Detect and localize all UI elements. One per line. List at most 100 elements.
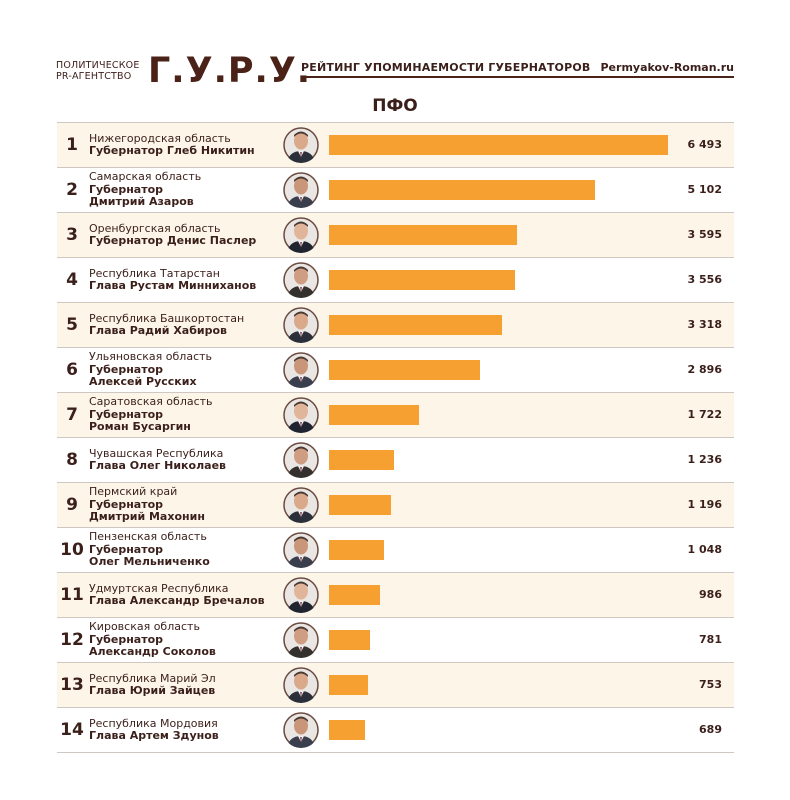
region-name: Республика Марий Эл — [89, 671, 216, 685]
portrait-icon — [283, 127, 319, 163]
governor-label: Нижегородская область Губернатор Глеб Ник… — [89, 123, 279, 167]
value-bar — [329, 360, 480, 380]
value-bar — [329, 585, 380, 605]
portrait-icon — [283, 712, 319, 748]
avatar — [283, 532, 319, 568]
region-name: Самарская область — [89, 170, 202, 184]
rank-number: 7 — [66, 405, 78, 425]
value-label: 781 — [699, 633, 722, 646]
rank-number: 13 — [60, 675, 84, 695]
header-divider — [301, 76, 734, 78]
value-label: 3 318 — [687, 318, 722, 331]
portrait-icon — [283, 262, 319, 298]
agency-line-1: ПОЛИТИЧЕСКОЕ — [56, 60, 140, 71]
governor-label: Пензенская область Губернатор Олег Мельнич… — [89, 528, 279, 572]
avatar — [283, 352, 319, 388]
avatar — [283, 577, 319, 613]
rank-number: 8 — [66, 450, 78, 470]
region-name: Республика Башкортостан — [89, 311, 245, 325]
avatar — [283, 712, 319, 748]
avatar — [283, 262, 319, 298]
governor-name: Губернатор Глеб Никитин — [89, 144, 255, 157]
avatar — [283, 172, 319, 208]
table-row: 14 Республика Мордовия Глава Артем Здунов 6… — [57, 708, 734, 753]
table-row: 5 Республика Башкортостан Глава Радий Хаби… — [57, 303, 734, 348]
region-name: Ульяновская область — [89, 350, 213, 364]
rank-number: 14 — [60, 720, 84, 740]
governor-name: Глава Радий Хабиров — [89, 324, 227, 337]
table-row: 13 Республика Марий Эл Глава Юрий Зайцев 75… — [57, 663, 734, 708]
portrait-icon — [283, 307, 319, 343]
governor-label: Чувашская Республика Глава Олег Николаев — [89, 438, 279, 482]
rank-number: 6 — [66, 360, 78, 380]
table-row: 7 Саратовская область Губернатор Роман Буса… — [57, 393, 734, 438]
governor-name: Глава Рустам Минниханов — [89, 279, 257, 292]
value-bar — [329, 225, 517, 245]
value-label: 6 493 — [687, 138, 722, 151]
value-label: 1 236 — [687, 453, 722, 466]
rank-number: 5 — [66, 315, 78, 335]
site-link[interactable]: Permyakov-Roman.ru — [600, 61, 735, 74]
governor-label: Республика Мордовия Глава Артем Здунов — [89, 708, 279, 752]
governor-name: Губернатор — [89, 362, 164, 376]
governor-label: Республика Татарстан Глава Рустам Минниха… — [89, 258, 279, 302]
table-row: 6 Ульяновская область Губернатор Алексей Ру… — [57, 348, 734, 393]
table-row: 10 Пензенская область Губернатор Олег Мельн… — [57, 528, 734, 573]
value-bar — [329, 540, 384, 560]
table-row: 8 Чувашская Республика Глава Олег Николаев… — [57, 438, 734, 483]
governor-name: Губернатор — [89, 542, 164, 556]
governor-label: Самарская область Губернатор Дмитрий Азаро… — [89, 168, 279, 212]
value-label: 986 — [699, 588, 722, 601]
avatar — [283, 442, 319, 478]
avatar — [283, 487, 319, 523]
governor-name: Алексей Русских — [89, 375, 197, 389]
governor-name: Губернатор — [89, 407, 164, 421]
governor-name: Губернатор — [89, 497, 164, 511]
chart-title: ПФО — [372, 96, 418, 116]
rating-title: РЕЙТИНГ УПОМИНАЕМОСТИ ГУБЕРНАТОРОВ — [301, 61, 591, 74]
portrait-icon — [283, 487, 319, 523]
governor-name: Губернатор — [89, 182, 164, 196]
governor-label: Республика Башкортостан Глава Радий Хабир… — [89, 303, 279, 347]
value-label: 3 595 — [687, 228, 722, 241]
governor-name: Глава Олег Николаев — [89, 459, 226, 472]
region-name: Нижегородская область — [89, 131, 231, 145]
governor-label: Республика Марий Эл Глава Юрий Зайцев — [89, 663, 279, 707]
table-row: 12 Кировская область Губернатор Александр С… — [57, 618, 734, 663]
portrait-icon — [283, 442, 319, 478]
rank-number: 12 — [60, 630, 84, 650]
portrait-icon — [283, 532, 319, 568]
value-bar — [329, 630, 370, 650]
table-row: 3 Оренбургская область Губернатор Денис Па… — [57, 213, 734, 258]
table-row: 2 Самарская область Губернатор Дмитрий Азар… — [57, 168, 734, 213]
avatar — [283, 307, 319, 343]
governor-name: Губернатор — [89, 632, 164, 646]
ranking-table: 1 Нижегородская область Губернатор Глеб Ни… — [57, 122, 734, 753]
value-label: 753 — [699, 678, 722, 691]
governor-label: Ульяновская область Губернатор Алексей Рус… — [89, 348, 279, 392]
avatar — [283, 397, 319, 433]
value-bar — [329, 180, 595, 200]
region-name: Удмуртская Республика — [89, 581, 229, 595]
governor-name: Роман Бусаргин — [89, 420, 191, 434]
table-row: 4 Республика Татарстан Глава Рустам Минних… — [57, 258, 734, 303]
guru-logo: Г.У.Р.У. — [148, 51, 312, 91]
value-bar — [329, 450, 394, 470]
governor-name: Дмитрий Азаров — [89, 195, 194, 209]
avatar — [283, 667, 319, 703]
portrait-icon — [283, 217, 319, 253]
value-bar — [329, 135, 668, 155]
region-name: Республика Мордовия — [89, 716, 218, 730]
portrait-icon — [283, 622, 319, 658]
region-name: Республика Татарстан — [89, 266, 220, 280]
governor-name: Губернатор Денис Паслер — [89, 234, 257, 247]
value-label: 5 102 — [687, 183, 722, 196]
portrait-icon — [283, 172, 319, 208]
value-label: 689 — [699, 723, 722, 736]
governor-name: Глава Александр Бречалов — [89, 594, 265, 607]
avatar — [283, 127, 319, 163]
governor-label: Оренбургская область Губернатор Денис Пас… — [89, 213, 279, 257]
rank-number: 4 — [66, 270, 78, 290]
value-bar — [329, 675, 368, 695]
region-name: Кировская область — [89, 620, 200, 634]
